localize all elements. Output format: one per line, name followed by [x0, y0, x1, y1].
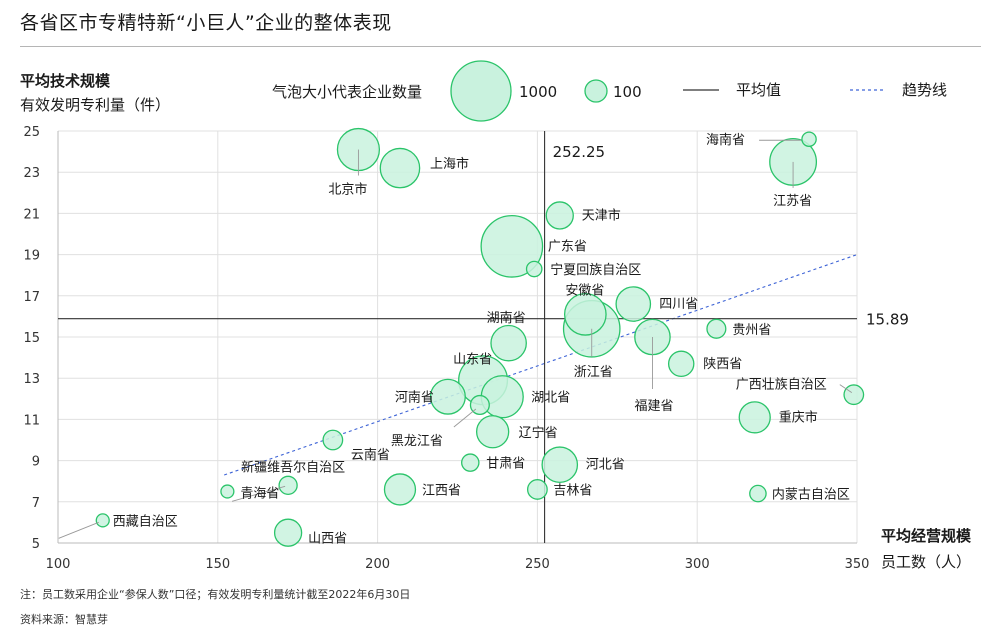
- footnote: 注：员工数采用企业“参保人数”口径；有效发明专利量统计截至2022年6月30日: [20, 588, 411, 601]
- x-tick-label: 200: [365, 557, 390, 572]
- legend-avg-label: 平均值: [736, 81, 781, 99]
- bubble-label: 甘肃省: [486, 457, 525, 472]
- leader-line: [453, 408, 477, 428]
- axis-layer: 100 150 200 250 300 350 5 7 9 11 13 15 17 19 21 23 25 252…: [23, 125, 909, 572]
- bubble-label: 山东省: [453, 352, 492, 367]
- bubble-label: 海南省: [706, 132, 745, 148]
- bubble-label: 青海省: [240, 487, 279, 502]
- bubble-label: 湖北省: [531, 391, 570, 406]
- bubble-label: 陕西省: [703, 357, 742, 372]
- bubble-label: 福建省: [634, 399, 673, 414]
- x-tick-label: 300: [685, 557, 710, 572]
- grid-layer: [57, 130, 858, 544]
- bubble-label: 山西省: [308, 532, 347, 547]
- y-tick-label: 25: [23, 125, 40, 140]
- leader-line: [231, 485, 286, 502]
- bubble-label: 四川省: [659, 297, 698, 312]
- bubble-point: [461, 453, 480, 472]
- legend-large-label: 1000: [519, 83, 557, 101]
- bubble-point: [383, 473, 417, 506]
- y-tick-label: 19: [23, 249, 40, 264]
- bubble-label: 广西壮族自治区: [736, 377, 827, 393]
- bubble-point: [278, 475, 298, 495]
- bubble-point: [220, 484, 235, 499]
- bubble-point: [541, 446, 579, 484]
- bubble-label: 广东省: [548, 239, 587, 254]
- bubble-point: [563, 292, 607, 336]
- legend-trend-label: 趋势线: [902, 81, 947, 99]
- chart-title: 各省区市专精特新“小巨人”企业的整体表现: [20, 12, 392, 34]
- bubble-point: [749, 484, 767, 503]
- y-tick-label: 5: [32, 537, 40, 552]
- bubble-point: [545, 201, 574, 230]
- average-x-label: 252.25: [553, 143, 606, 161]
- bubble-point: [667, 350, 695, 378]
- bubble-point: [801, 131, 817, 148]
- bubble-point: [95, 513, 110, 528]
- average-y-label: 15.89: [866, 311, 909, 329]
- bubble-label: 上海市: [430, 156, 469, 172]
- x-tick-label: 350: [845, 557, 870, 572]
- y-axis-title: 有效发明专利量（件）: [20, 96, 170, 114]
- bubble-label: 河北省: [586, 458, 625, 473]
- bubble-label: 北京市: [328, 182, 367, 198]
- bubble-label: 黑龙江省: [391, 434, 443, 449]
- bubble-point: [525, 260, 543, 278]
- y-tick-label: 7: [32, 496, 40, 511]
- bubble-label: 江西省: [422, 483, 461, 498]
- legend-bubble-small: [584, 79, 608, 103]
- y-tick-label: 9: [32, 455, 40, 470]
- bubble-label: 重庆市: [779, 409, 818, 425]
- bubble-point: [475, 415, 510, 449]
- bubble-point: [526, 479, 548, 500]
- bubble-point: [490, 324, 527, 362]
- bubble-point: [322, 429, 344, 451]
- legend-layer: 气泡大小代表企业数量 1000 100 平均值 趋势线: [272, 60, 947, 122]
- bubble-point: [480, 214, 544, 278]
- bubble-point: [615, 286, 652, 322]
- bubble-point: [738, 401, 771, 434]
- y-tick-label: 15: [23, 331, 40, 346]
- bubble-point: [429, 378, 466, 415]
- bubble-label: 吉林省: [553, 483, 592, 498]
- x-tick-label: 150: [205, 557, 230, 572]
- title-divider: [20, 46, 981, 47]
- bubble-label: 新疆维吾尔自治区: [241, 459, 345, 475]
- legend-bubble-large: [450, 60, 512, 122]
- leader-line: [839, 384, 853, 394]
- source-note: 资料来源：智慧芽: [20, 613, 108, 626]
- trend-line: [224, 254, 858, 476]
- bubble-point: [379, 147, 421, 189]
- x-tick-label: 250: [525, 557, 550, 572]
- bubble-label: 天津市: [582, 207, 621, 223]
- bubble-label: 贵州省: [732, 323, 771, 338]
- legend-small-label: 100: [613, 83, 642, 101]
- bubble-label: 安徽省: [565, 283, 604, 298]
- bubble-point: [706, 318, 727, 339]
- y-tick-label: 17: [23, 290, 40, 305]
- x-tick-label: 100: [46, 557, 71, 572]
- bubble-label: 西藏自治区: [113, 514, 178, 529]
- y-tick-label: 11: [23, 413, 40, 428]
- bubble-point: [843, 384, 865, 406]
- bubble-point: [273, 518, 303, 547]
- x-axis-title: 员工数（人）: [881, 553, 971, 571]
- y-tick-label: 21: [23, 207, 40, 222]
- legend-size-label: 气泡大小代表企业数量: [272, 83, 422, 101]
- bubble-label: 河南省: [395, 390, 434, 406]
- bubble-label: 云南省: [351, 447, 390, 463]
- bubble-label: 江苏省: [773, 193, 812, 209]
- bubble-label: 辽宁省: [519, 425, 558, 441]
- bubble-label: 湖南省: [487, 310, 526, 326]
- y-tick-label: 13: [23, 372, 40, 387]
- y-axis-title-bold: 平均技术规模: [20, 72, 111, 90]
- bubble-label: 内蒙古自治区: [772, 487, 850, 503]
- bubble-label: 宁夏回族自治区: [550, 262, 641, 278]
- bubble-label: 浙江省: [574, 365, 613, 380]
- x-axis-title-bold: 平均经营规模: [881, 527, 972, 545]
- leader-line: [58, 521, 99, 539]
- y-tick-label: 23: [23, 166, 40, 181]
